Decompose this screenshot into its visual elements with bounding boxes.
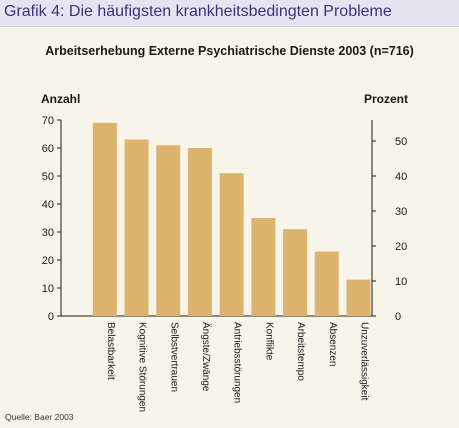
x-tick-label: Arbeitstempo — [295, 322, 306, 381]
x-tick-label: Konflikte — [263, 322, 274, 361]
bar — [346, 279, 371, 316]
bar — [187, 148, 212, 316]
bar — [92, 122, 117, 316]
y-tick-label-right: 50 — [395, 136, 407, 148]
title-bar: Grafik 4: Die häufigsten krankheitsbedin… — [0, 0, 459, 27]
bar — [124, 139, 149, 316]
y-tick-label-left: 50 — [42, 171, 54, 183]
source-note: Quelle: Baer 2003 — [5, 412, 74, 422]
y-tick-label-right: 10 — [395, 276, 407, 288]
y-tick-label-right: 0 — [395, 311, 401, 323]
y-tick-label-left: 30 — [42, 227, 54, 239]
y-tick-label-left: 60 — [42, 143, 54, 155]
y-tick-label-left: 10 — [42, 283, 54, 295]
y-tick-label-left: 40 — [42, 199, 54, 211]
bar — [314, 251, 339, 316]
y-tick-label-right: 20 — [395, 241, 407, 253]
x-tick-label: Selbstvertrauen — [168, 322, 179, 392]
figure-title: Grafik 4: Die häufigsten krankheitsbedin… — [4, 3, 392, 20]
chart-title: Arbeitserhebung Externe Psychiatrische D… — [45, 44, 414, 58]
bar — [156, 145, 181, 316]
bar — [251, 218, 276, 316]
x-tick-label: Belastbarkeit — [105, 322, 116, 380]
y-tick-label-left: 70 — [42, 115, 54, 127]
y-axis-label-left: Anzahl — [41, 92, 81, 106]
y-axis-label-right: Prozent — [364, 92, 409, 106]
y-tick-label-right: 40 — [395, 171, 407, 183]
x-tick-label: Absenzen — [327, 322, 338, 366]
x-tick-label: Unzuverlässigkeit — [358, 322, 369, 401]
y-tick-label-left: 20 — [42, 255, 54, 267]
y-tick-label-right: 30 — [395, 206, 407, 218]
bar — [283, 229, 308, 316]
x-tick-label: Kognitive Störungen — [137, 322, 148, 412]
bar — [219, 173, 244, 316]
y-tick-label-left: 0 — [48, 311, 54, 323]
x-tick-label: Antriebsstörungen — [232, 322, 243, 403]
x-tick-label: Ängste/Zwänge — [200, 322, 212, 392]
